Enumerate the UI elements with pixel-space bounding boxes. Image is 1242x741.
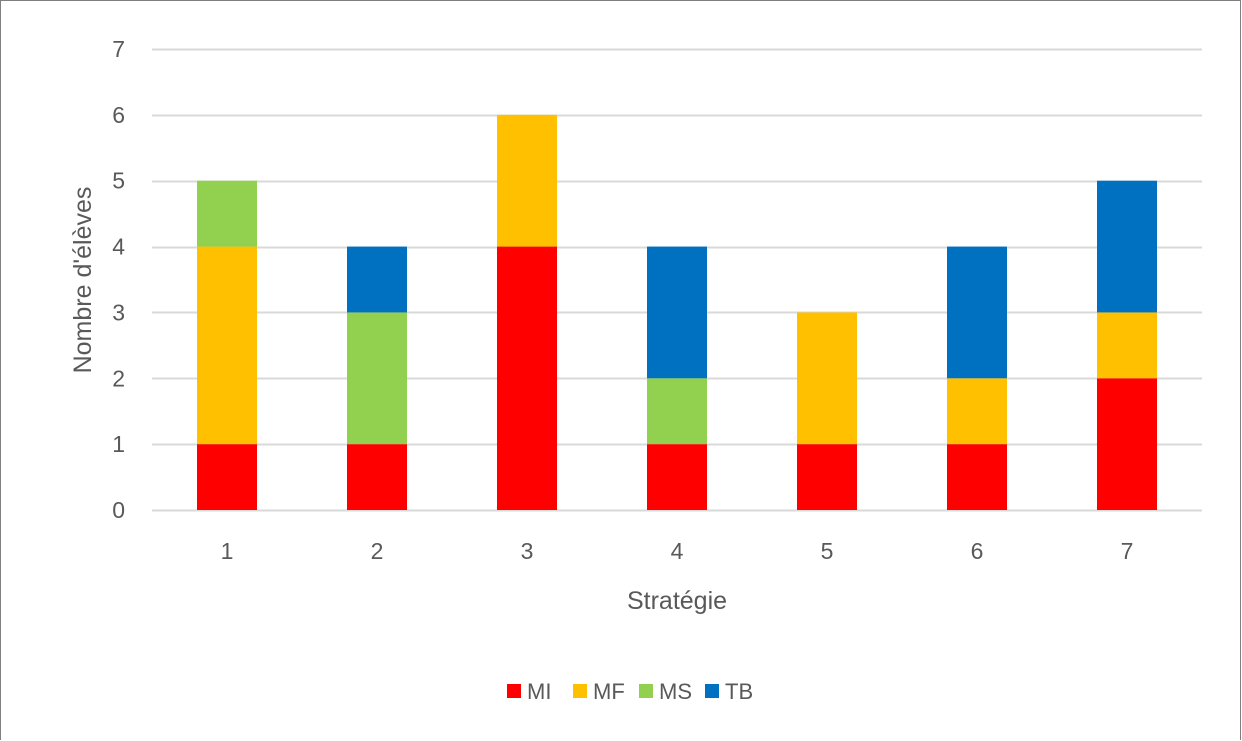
x-tick-label: 3 [521, 538, 534, 564]
legend-label-tb: TB [725, 679, 753, 704]
y-tick-label: 3 [112, 299, 125, 325]
legend: MI MF MS TB [507, 679, 753, 704]
bar-segment-mi-7 [1097, 378, 1157, 510]
x-tick-label: 6 [971, 538, 984, 564]
y-tick-label: 5 [112, 168, 125, 194]
bar-segment-mi-4 [647, 444, 707, 510]
bar-segment-mf-7 [1097, 312, 1157, 379]
bar-segment-mi-5 [797, 444, 857, 510]
legend-swatch-mi [507, 684, 521, 698]
y-tick-label: 7 [112, 36, 125, 62]
x-tick-label: 2 [371, 538, 384, 564]
y-tick-label: 0 [112, 497, 125, 523]
y-tick-labels: 0 1 2 3 4 5 6 7 [112, 36, 125, 523]
bar-segment-ms-4 [647, 378, 707, 445]
bar-segment-mf-1 [197, 246, 257, 445]
x-tick-label: 7 [1121, 538, 1134, 564]
y-tick-label: 2 [112, 365, 125, 391]
x-axis-title: Stratégie [627, 587, 727, 615]
y-tick-label: 6 [112, 102, 125, 128]
bar-segment-mf-5 [797, 312, 857, 445]
bar-segment-mi-6 [947, 444, 1007, 510]
bar-segment-tb-4 [647, 246, 707, 379]
bar-segment-tb-7 [1097, 180, 1157, 313]
legend-swatch-mf [573, 684, 587, 698]
x-tick-label: 4 [671, 538, 684, 564]
x-tick-labels: 1 2 3 4 5 6 7 [221, 538, 1134, 564]
x-tick-label: 1 [221, 538, 234, 564]
bar-segment-tb-6 [947, 246, 1007, 379]
y-tick-label: 4 [112, 234, 125, 260]
legend-label-mi: MI [527, 679, 551, 704]
legend-label-mf: MF [593, 679, 625, 704]
bar-segment-mf-3 [497, 114, 557, 247]
y-tick-label: 1 [112, 431, 125, 457]
bar-segment-mi-1 [197, 444, 257, 510]
legend-swatch-ms [639, 684, 653, 698]
x-tick-label: 5 [821, 538, 834, 564]
bar-segment-ms-2 [347, 312, 407, 445]
y-axis-title: Nombre d'élèves [69, 187, 97, 374]
legend-swatch-tb [705, 684, 719, 698]
bar-segment-mf-6 [947, 378, 1007, 445]
bar-segment-mi-2 [347, 444, 407, 510]
bar-segment-ms-1 [197, 180, 257, 247]
legend-label-ms: MS [659, 679, 692, 704]
bar-segment-mi-3 [497, 246, 557, 511]
bars [197, 114, 1157, 511]
bar-segment-tb-2 [347, 246, 407, 313]
